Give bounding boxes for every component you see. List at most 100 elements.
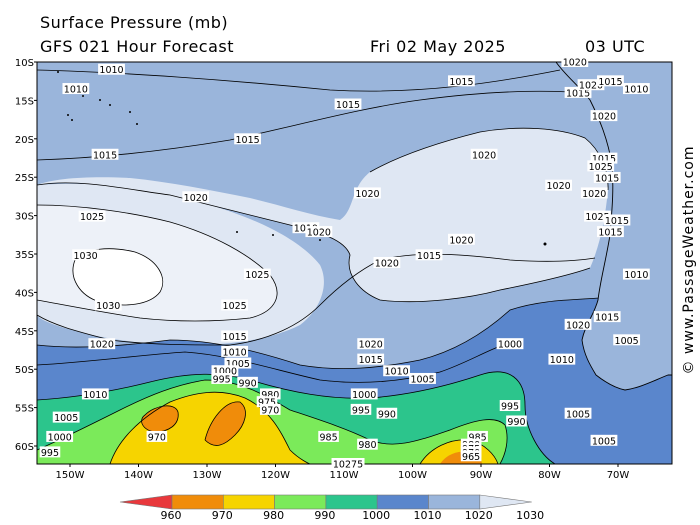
isobar-label-text: 1020 xyxy=(472,150,496,161)
isobar-label: 1005 xyxy=(224,357,252,370)
south-america-land xyxy=(555,62,672,391)
isobar-label-text: 1020 xyxy=(566,320,590,331)
isobar-label-text: 975 xyxy=(258,398,276,409)
isobar-label: 1000 xyxy=(46,430,74,443)
isobar-label-text: 1015 xyxy=(359,355,383,366)
isobar-label-text: 1015 xyxy=(449,77,473,88)
isobar-label: 10275 xyxy=(331,458,365,471)
colorbar-tick-label: 990 xyxy=(314,509,335,522)
isobar-label: 985 xyxy=(467,430,488,443)
isobar-label: 1010 xyxy=(622,83,650,96)
isobar-label-text: 1005 xyxy=(226,359,250,370)
isobar-label: 1005 xyxy=(52,411,80,424)
colorbar-tick-label: 980 xyxy=(263,509,284,522)
colorbar-tick-label: 1020 xyxy=(465,509,493,522)
forecast-time: 03 UTC xyxy=(585,37,646,56)
isobar-label-text: 1030 xyxy=(96,301,120,312)
isobar-label: 1030 xyxy=(94,299,122,312)
isobar-label-text: 985 xyxy=(469,432,487,443)
lon-label: 120W xyxy=(261,470,290,481)
colorbar-segment xyxy=(171,494,224,510)
isobar-label-text: 1010 xyxy=(624,85,648,96)
lat-label: 55S xyxy=(15,404,34,415)
isobar-label-text: 995 xyxy=(501,402,519,413)
isobar-label-text: 995 xyxy=(41,448,59,459)
lon-label: 90W xyxy=(470,470,493,481)
isobar-label: 1010 xyxy=(81,388,109,401)
isobar-label-text: 1005 xyxy=(54,413,78,424)
isobar-label-text: 1015 xyxy=(595,313,619,324)
isobar-label: 1015 xyxy=(597,226,624,239)
colorbar-tick-label: 1010 xyxy=(414,509,442,522)
lon-label: 80W xyxy=(538,470,561,481)
isobar-label: 1010 xyxy=(622,268,650,281)
isobar-label: 1015 xyxy=(334,98,362,111)
colorbar-segment xyxy=(119,494,173,510)
isobar-label-text: 1010 xyxy=(624,270,648,281)
isobar-label-text: 990 xyxy=(239,378,257,389)
isobar-label-text: 1025 xyxy=(585,212,609,223)
lon-label: 100W xyxy=(398,470,427,481)
isobar-label-text: 1020 xyxy=(184,193,208,204)
isobar-label-text: 995 xyxy=(352,405,370,416)
isobar-label: 1020 xyxy=(564,318,592,331)
isobar-label: 1025 xyxy=(587,160,615,173)
isobar-label-text: 1005 xyxy=(615,336,639,347)
isobar-label: 1005 xyxy=(564,407,592,420)
isobar-label: 1020 xyxy=(590,110,618,123)
lon-label: 130W xyxy=(193,470,222,481)
pressure-field xyxy=(37,62,672,464)
isobar-label: 990 xyxy=(376,407,398,420)
lat-label: 15S xyxy=(15,96,34,107)
isobar-label-text: 980 xyxy=(261,390,279,401)
isobar-label: 1015 xyxy=(593,171,621,184)
isobar-label: 1015 xyxy=(221,330,249,343)
isobar-label-text: 1015 xyxy=(592,154,616,165)
colorbar-segment xyxy=(479,494,532,510)
lon-label: 150W xyxy=(56,470,85,481)
isobar-label: 1000 xyxy=(496,338,524,351)
isobar-label: 990 xyxy=(237,376,258,389)
colorbar-tick-label: 970 xyxy=(212,509,233,522)
colorbar-tick-label: 1030 xyxy=(516,509,544,522)
credit-text: © www.PassageWeather.com xyxy=(681,145,697,375)
isobar-label: 1015 xyxy=(603,214,631,227)
isobar-label-text: 1015 xyxy=(566,88,590,99)
isobar-label: 1020 xyxy=(305,226,333,239)
lat-label: 50S xyxy=(15,365,34,376)
isobar-label-text: 1000 xyxy=(213,367,237,378)
colorbar-segment xyxy=(325,494,378,510)
isobar-label-text: 1020 xyxy=(547,181,571,192)
colorbar-segment xyxy=(428,494,481,510)
isobar-label: 1025 xyxy=(78,210,106,223)
isobar-label: 1015 xyxy=(415,249,443,262)
isobar-label-text: 1015 xyxy=(235,135,259,146)
lat-label: 35S xyxy=(15,250,34,261)
isobar-label: 1000 xyxy=(211,365,239,378)
band-960-970 xyxy=(141,405,179,432)
isobar-label: 1020 xyxy=(182,191,210,204)
colorbar-segment xyxy=(274,494,327,510)
isobar-label: 1025 xyxy=(243,268,271,281)
forecast-label: GFS 021 Hour Forecast xyxy=(40,37,235,56)
isobar-label-text: 995 xyxy=(213,374,231,385)
isobar-label-text: 1005 xyxy=(592,436,616,447)
isobar-label: 975 xyxy=(256,396,278,409)
lat-label: 30S xyxy=(15,212,34,223)
isobar-label-text: 1015 xyxy=(595,173,619,184)
isobar-label: 1015 xyxy=(448,75,475,88)
lon-label: 70W xyxy=(607,470,630,481)
isobar-label: 1020 xyxy=(88,338,116,351)
colorbar-segment xyxy=(223,494,275,510)
isobar-label-text: 1010 xyxy=(223,347,247,358)
isobar-label-text: 1015 xyxy=(598,228,622,239)
isobar-label-text: 1010 xyxy=(550,355,574,366)
lat-label: 40S xyxy=(15,288,34,299)
isobar-label-text: 1020 xyxy=(355,189,379,200)
lat-label: 25S xyxy=(15,173,34,184)
isobar-label-text: 1020 xyxy=(359,340,383,351)
isobar-label-text: 1015 xyxy=(223,332,247,343)
isobar-label-text: 1020 xyxy=(579,81,603,92)
lon-label: 110W xyxy=(330,470,359,481)
